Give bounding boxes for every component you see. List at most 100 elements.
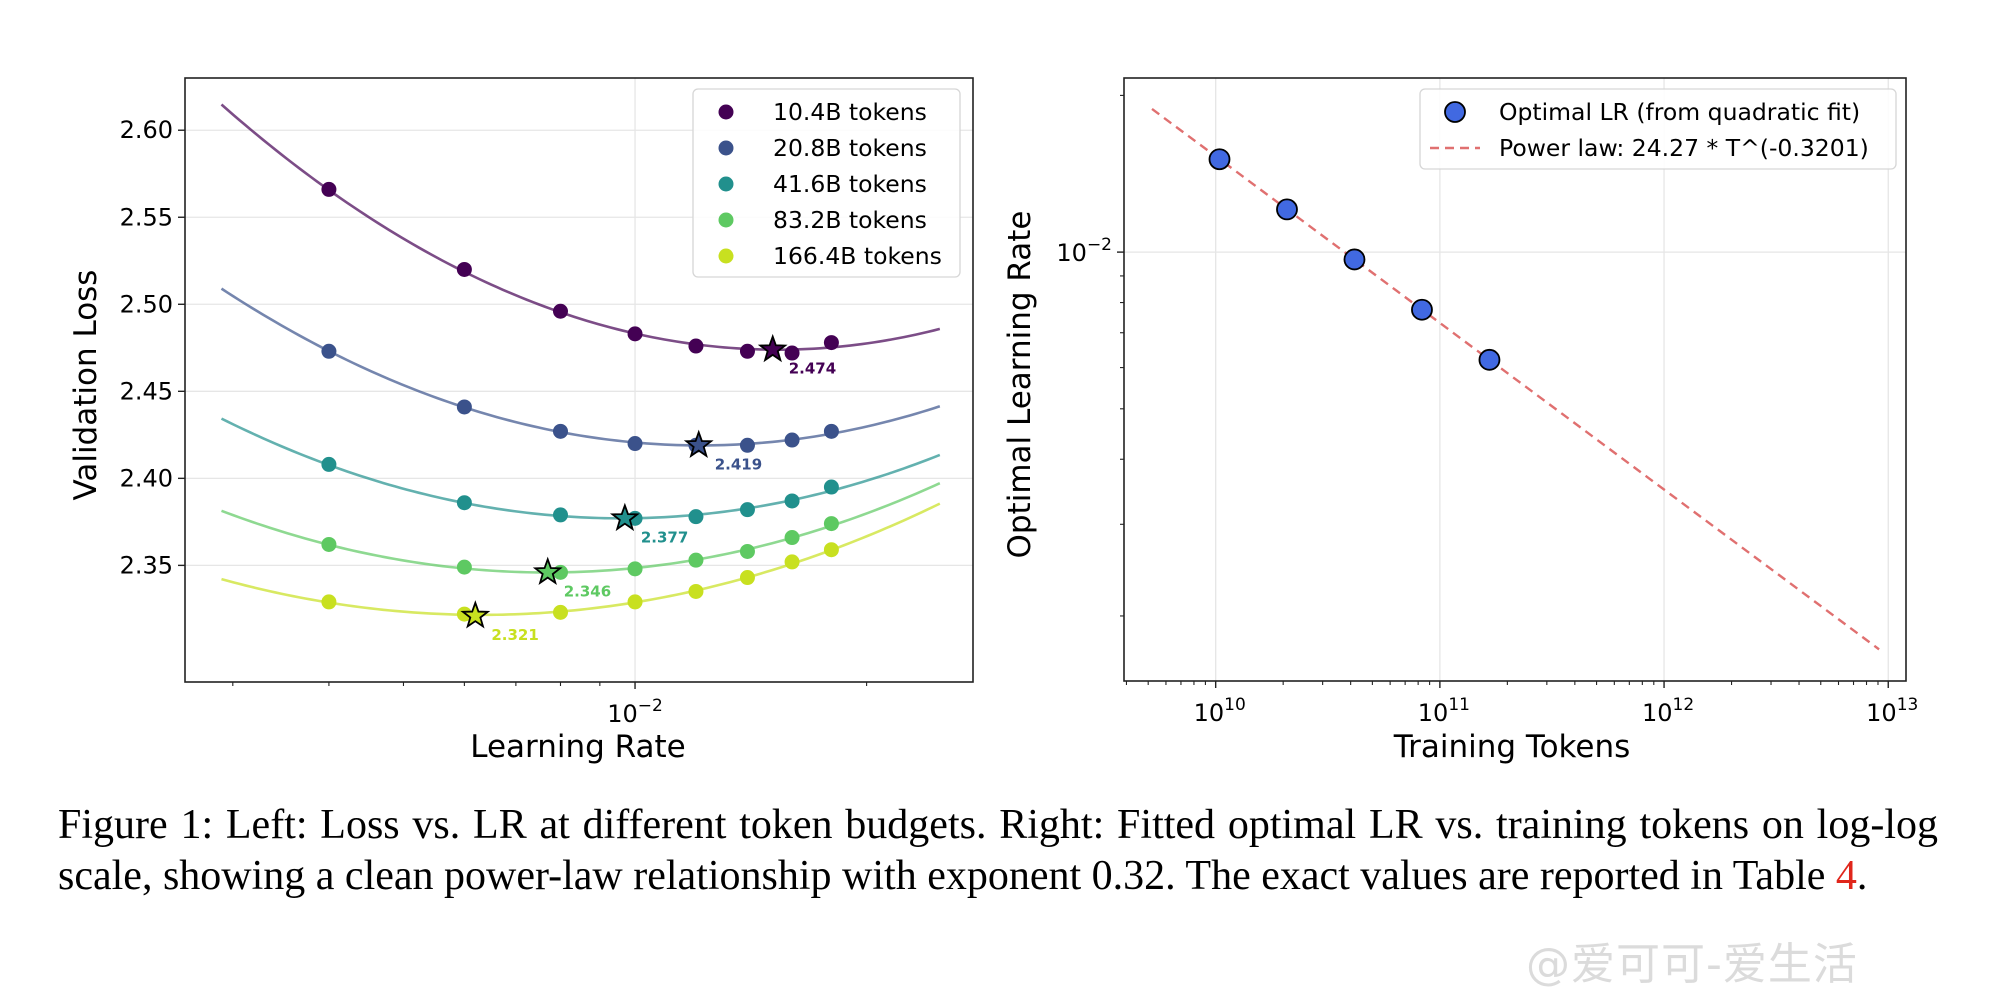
left-optimum-stars [460, 333, 788, 629]
x-tick-label: 1011 [1418, 695, 1470, 727]
legend-marker-points [1444, 101, 1466, 123]
data-point [627, 594, 643, 610]
optimal-lr-point [1208, 148, 1231, 171]
watermark: @爱可可-爱生活 [1526, 939, 1858, 990]
optimal-lr-point [1343, 248, 1366, 271]
data-point [784, 554, 800, 570]
table-reference-link[interactable]: 4 [1835, 853, 1857, 899]
data-point [321, 181, 337, 197]
data-point [552, 423, 568, 439]
tick-label-base: 10 [1642, 699, 1673, 727]
optimum-label: 2.346 [564, 582, 611, 600]
data-point [456, 261, 472, 277]
figure-caption: Figure 1: Left: Loss vs. LR at different… [58, 800, 1938, 902]
legend-label: Power law: 24.27 * T^(-0.3201) [1499, 134, 1869, 162]
data-point [823, 423, 839, 439]
x-tick-label: 1013 [1866, 695, 1918, 727]
data-point [784, 345, 800, 361]
tick-label-exponent: 11 [1448, 695, 1470, 715]
fit-curve-3 [221, 482, 941, 574]
right-axes-frame [1123, 77, 1907, 682]
data-point [823, 335, 839, 351]
data-point [321, 456, 337, 472]
optimum-star [757, 333, 788, 363]
x-tick-label: 1010 [1194, 695, 1246, 727]
optimum-label: 2.377 [641, 528, 688, 546]
caption-end: . [1856, 853, 1868, 899]
left-ticks: 2.35 2.40 2.45 2.50 2.55 2.60 10−2 [120, 116, 868, 728]
caption-text: Figure 1: Left: Loss vs. LR at different… [58, 802, 1938, 899]
optimum-star [609, 502, 640, 532]
legend-label: 166.4B tokens [773, 242, 942, 270]
fit-curve-2 [220, 417, 941, 520]
tick-label-exponent: −2 [1087, 235, 1112, 255]
optimal-lr-point [1478, 348, 1501, 371]
data-point [456, 606, 472, 622]
data-point [784, 530, 800, 546]
legend-marker [718, 212, 734, 228]
data-point [688, 509, 704, 525]
data-point [739, 437, 755, 453]
data-point [688, 583, 704, 599]
legend-box [692, 88, 961, 278]
fit-curve-0 [220, 103, 941, 351]
tick-label-exponent: 12 [1673, 695, 1695, 715]
right-data-points [1208, 148, 1501, 371]
data-point [321, 594, 337, 610]
optimum-label: 2.474 [789, 360, 836, 378]
legend-label: 10.4B tokens [773, 98, 927, 126]
data-point [688, 338, 704, 354]
data-point [627, 436, 643, 452]
tick-label-base: 10 [1194, 699, 1225, 727]
tick-label-exponent: 13 [1897, 695, 1919, 715]
legend-label: 41.6B tokens [773, 170, 927, 198]
legend-marker [718, 104, 734, 120]
y-tick-label: 10−2 [1056, 235, 1112, 267]
optimal-lr-point [1411, 298, 1433, 321]
tick-label-exponent: 10 [1224, 695, 1246, 715]
y-tick-label: 2.55 [120, 203, 173, 231]
left-fit-curves [220, 103, 941, 617]
data-point [739, 570, 755, 586]
right-legend: Optimal LR (from quadratic fit) Power law… [1419, 88, 1897, 170]
legend-box [1419, 88, 1897, 170]
optimum-label: 2.419 [715, 455, 762, 473]
y-tick-label: 2.50 [120, 290, 173, 318]
x-tick-label: 1012 [1642, 695, 1694, 727]
left-optimum-labels: 2.474 2.419 2.377 2.346 2.321 [491, 360, 836, 644]
tick-label-exponent: −2 [638, 696, 663, 716]
data-point [739, 502, 755, 518]
right-grid [1124, 78, 1906, 681]
left-legend: 10.4B tokens 20.8B tokens 41.6B tokens 83.2… [692, 88, 961, 278]
data-point [321, 343, 337, 359]
left-grid [185, 78, 973, 682]
data-point [784, 432, 800, 448]
data-point [552, 507, 568, 523]
data-point [688, 552, 704, 568]
data-point [823, 542, 839, 558]
tick-label-base: 10 [607, 700, 638, 728]
legend-marker [718, 176, 734, 192]
left-y-axis-label: Validation Loss [68, 270, 104, 501]
left-data-points [321, 181, 839, 622]
right-y-axis-label: Optimal Learning Rate [1002, 210, 1038, 558]
legend-label: 20.8B tokens [773, 134, 927, 162]
y-tick-label: 2.35 [120, 551, 173, 579]
tick-label-base: 10 [1866, 699, 1897, 727]
y-tick-label: 2.40 [120, 464, 173, 492]
data-point [739, 343, 755, 359]
data-point [627, 326, 643, 342]
y-tick-label: 2.45 [120, 377, 173, 405]
x-tick-label: 10−2 [607, 696, 663, 728]
legend-label: 83.2B tokens [773, 206, 927, 234]
data-point [823, 479, 839, 495]
legend-marker [718, 248, 734, 264]
data-point [456, 495, 472, 511]
data-point [552, 303, 568, 319]
data-point [823, 516, 839, 532]
optimum-star [683, 429, 714, 458]
